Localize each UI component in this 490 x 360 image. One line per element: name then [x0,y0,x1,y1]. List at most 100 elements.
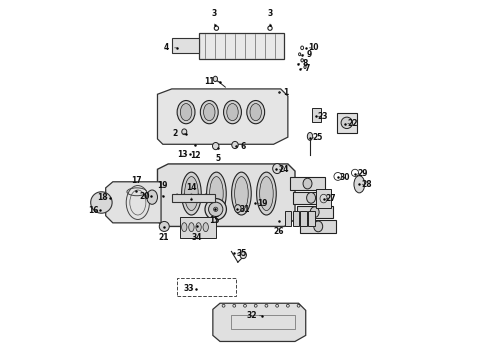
Bar [198,33,284,59]
Bar [312,108,321,122]
Ellipse shape [210,177,223,211]
Text: 35: 35 [236,249,246,258]
Text: 15: 15 [209,209,220,225]
Text: 3: 3 [268,9,272,24]
Ellipse shape [213,143,219,150]
Ellipse shape [175,194,179,202]
Text: 34: 34 [192,226,202,242]
Ellipse shape [272,163,282,174]
Ellipse shape [189,194,194,202]
Text: 3: 3 [212,9,217,24]
Ellipse shape [232,172,251,215]
Text: 6: 6 [236,141,246,150]
Text: 29: 29 [357,169,368,178]
Ellipse shape [203,104,215,121]
Bar [308,211,315,226]
Ellipse shape [260,177,273,211]
Text: 12: 12 [190,145,200,160]
Ellipse shape [223,100,242,124]
Text: 7: 7 [300,64,310,73]
Text: 24: 24 [278,165,289,174]
Bar [231,315,295,329]
Bar [290,177,325,190]
Text: 17: 17 [131,176,141,192]
Text: 28: 28 [361,180,372,189]
Ellipse shape [182,194,186,202]
Text: 31: 31 [239,205,249,214]
Text: 18: 18 [98,193,108,202]
Ellipse shape [203,194,208,202]
Bar [297,206,333,219]
Ellipse shape [98,199,104,206]
Bar [180,217,216,238]
Ellipse shape [232,141,238,149]
Text: 33: 33 [183,284,194,293]
Ellipse shape [214,207,218,211]
Text: 20: 20 [139,192,149,201]
Text: 19: 19 [158,181,168,196]
Ellipse shape [354,176,365,193]
Ellipse shape [205,199,226,220]
Text: 25: 25 [312,133,322,142]
Text: 27: 27 [325,194,336,203]
Ellipse shape [310,207,319,217]
Text: 13: 13 [177,150,188,159]
Ellipse shape [189,223,194,231]
Ellipse shape [147,190,157,204]
Ellipse shape [196,194,201,202]
Bar [285,211,291,226]
Ellipse shape [196,223,201,231]
Bar [317,189,331,208]
Polygon shape [106,182,161,223]
Text: 8: 8 [298,59,308,68]
Text: 4: 4 [164,43,177,52]
Polygon shape [172,194,215,202]
Polygon shape [157,89,288,144]
Bar [337,113,357,133]
Ellipse shape [182,172,201,215]
Text: 10: 10 [308,43,319,52]
Ellipse shape [257,172,276,215]
Ellipse shape [314,221,323,232]
Text: 23: 23 [318,112,328,121]
Text: 26: 26 [274,221,284,236]
Bar [300,211,307,226]
Ellipse shape [247,100,265,124]
Ellipse shape [250,104,262,121]
Bar [172,38,198,53]
Polygon shape [157,164,295,226]
Bar [300,220,336,233]
Text: 22: 22 [347,119,357,128]
Text: 32: 32 [246,311,262,320]
Text: 19: 19 [257,199,268,208]
Circle shape [91,192,112,213]
Text: 16: 16 [88,206,98,215]
Text: 9: 9 [302,50,312,59]
Ellipse shape [180,104,192,121]
Ellipse shape [307,193,316,203]
Ellipse shape [185,177,198,211]
Text: 30: 30 [340,173,350,182]
Text: 21: 21 [158,227,169,242]
Ellipse shape [341,117,352,129]
Text: 14: 14 [186,183,196,199]
Ellipse shape [182,223,187,231]
Ellipse shape [203,223,208,231]
Ellipse shape [182,129,187,135]
Text: 2: 2 [172,129,186,138]
Ellipse shape [235,177,248,211]
Text: 5: 5 [216,148,221,163]
Ellipse shape [159,221,169,231]
Bar [293,192,329,204]
Text: 1: 1 [279,88,289,97]
Ellipse shape [235,204,241,212]
Ellipse shape [240,251,246,258]
Ellipse shape [227,104,238,121]
Text: 11: 11 [204,77,220,86]
Bar [293,211,299,226]
Polygon shape [213,303,306,342]
Ellipse shape [177,100,195,124]
Ellipse shape [209,202,223,216]
Ellipse shape [213,76,218,82]
Bar [177,278,236,296]
